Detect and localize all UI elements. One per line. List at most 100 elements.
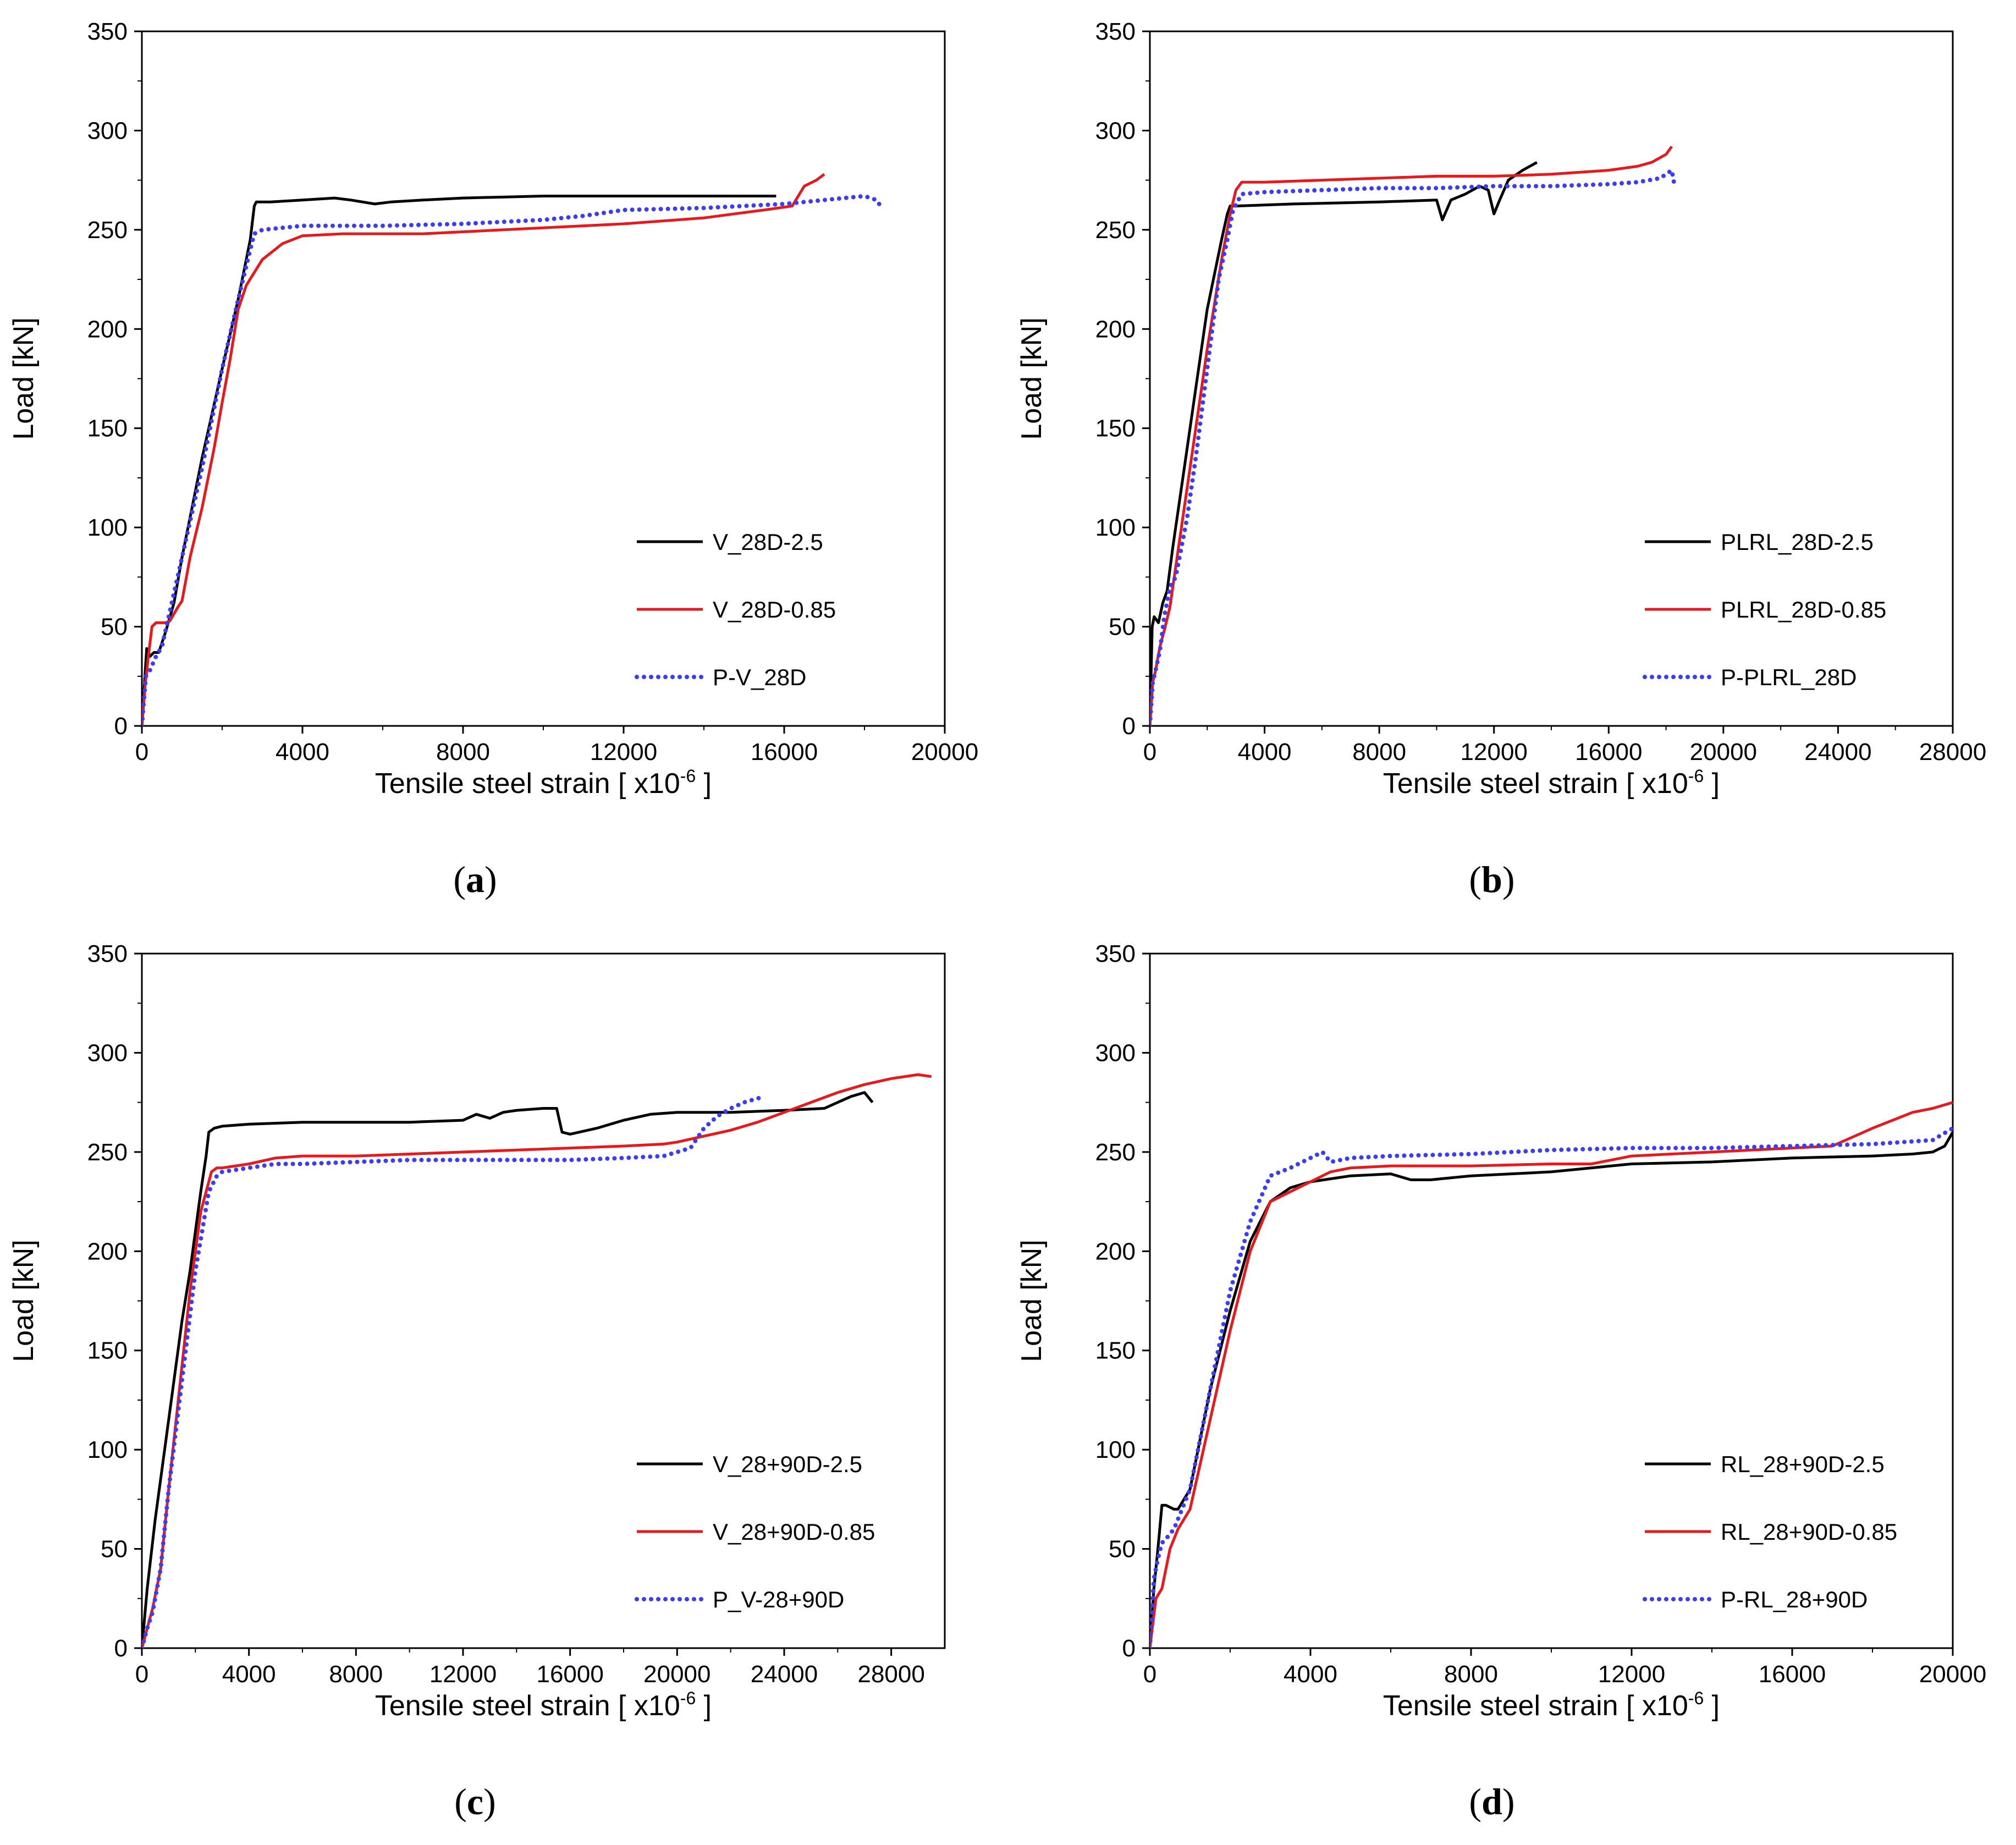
series-line-V_28+90D-2.5 <box>142 1091 874 1648</box>
legend-label: V_28+90D-2.5 <box>713 1451 862 1477</box>
y-axis-title: Load [kN] <box>1016 317 1048 440</box>
y-tick-label: 50 <box>1109 1536 1136 1563</box>
x-tick-label: 12000 <box>1461 739 1528 765</box>
chart-c: 0 4000 8000 12000 16000 20000 24000 28000 0 50 100… <box>8 940 946 1722</box>
panel-label-d: (d) <box>1469 1781 1515 1822</box>
chart-d: 0 4000 8000 12000 16000 20000 0 50 100 150 200 250 3… <box>1016 940 1986 1722</box>
y-tick-label: 200 <box>1095 1238 1136 1265</box>
x-tick-label: 4000 <box>276 739 329 765</box>
x-tick-label: 20000 <box>1690 739 1757 765</box>
x-tick-label: 28000 <box>857 1661 924 1688</box>
x-tick-label: 24000 <box>751 1661 818 1688</box>
y-axis-title: Load [kN] <box>1016 1240 1048 1362</box>
x-axis-title-end: ] <box>1704 1690 1720 1722</box>
legend-label: PLRL_28D-0.85 <box>1721 597 1886 623</box>
x-tick-label: 16000 <box>536 1661 603 1688</box>
x-tick-label: 16000 <box>1759 1661 1826 1688</box>
y-tick-label: 250 <box>87 1139 128 1166</box>
y-tick-label: 0 <box>114 1635 128 1662</box>
x-tick-label: 8000 <box>1352 739 1406 765</box>
y-tick-label: 150 <box>1095 415 1136 442</box>
legend-label: P-V_28D <box>713 664 806 690</box>
x-tick-label: 8000 <box>436 739 490 765</box>
y-tick-label: 0 <box>114 713 128 740</box>
x-axis-title-sup: -6 <box>680 1688 696 1708</box>
x-tick-label: 8000 <box>329 1661 383 1688</box>
x-tick-label: 20000 <box>1919 1661 1986 1688</box>
x-tick-label: 28000 <box>1919 739 1986 765</box>
y-tick-label: 250 <box>1095 1139 1136 1166</box>
y-tick-label: 150 <box>87 1337 128 1364</box>
x-tick-label: 0 <box>135 1661 148 1688</box>
panel-label-c: (c) <box>454 1781 496 1822</box>
x-axis-title-sup: -6 <box>1688 766 1704 786</box>
x-axis-title-main: Tensile steel strain [ x10 <box>1383 1690 1688 1722</box>
series-line-RL_28+90D-2.5 <box>1150 1131 1953 1648</box>
legend-label: P-RL_28+90D <box>1721 1587 1868 1612</box>
y-tick-label: 100 <box>1095 1436 1136 1463</box>
series-line-P-PLRL_28D <box>1150 168 1677 726</box>
chart-b: 0 4000 8000 12000 16000 20000 24000 28000 0 50 100… <box>1016 18 1986 800</box>
legend-label: RL_28+90D-0.85 <box>1721 1519 1897 1545</box>
legend-label: V_28D-2.5 <box>713 529 823 555</box>
series-line-P-V_28D <box>142 194 883 726</box>
panel-label-a: (a) <box>453 858 497 900</box>
y-axis-title: Load [kN] <box>8 317 40 440</box>
x-axis-title-main: Tensile steel strain [ x10 <box>375 1690 680 1722</box>
series-group <box>142 1073 932 1648</box>
chart-panel-a: 0 4000 8000 12000 16000 20000 0 50 100 150 200 250 3… <box>0 0 1008 922</box>
x-axis-title: Tensile steel strain [ x10-6 ] <box>375 1688 712 1722</box>
x-axis-title-end: ] <box>696 1690 712 1722</box>
chart-panel-b: 0 4000 8000 12000 16000 20000 24000 28000 0 50 100… <box>1008 0 2016 922</box>
legend-label: P_V-28+90D <box>713 1587 844 1612</box>
y-tick-label: 300 <box>87 117 128 144</box>
legend-label: P-PLRL_28D <box>1721 664 1857 690</box>
y-tick-label: 150 <box>1095 1337 1136 1364</box>
x-tick-label: 20000 <box>911 739 978 765</box>
legend-label: V_28+90D-0.85 <box>713 1519 875 1545</box>
x-axis-title-sup: -6 <box>680 766 696 786</box>
y-tick-label: 50 <box>101 614 128 641</box>
x-tick-label: 0 <box>1143 1661 1156 1688</box>
y-tick-label: 50 <box>1109 614 1136 641</box>
x-tick-label: 4000 <box>1238 739 1292 765</box>
legend-label: RL_28+90D-2.5 <box>1721 1451 1885 1477</box>
series-group <box>1150 1101 1953 1648</box>
y-tick-label: 250 <box>1095 217 1136 244</box>
chart-panel-d: 0 4000 8000 12000 16000 20000 0 50 100 150 200 250 3… <box>1008 922 2016 1844</box>
y-tick-label: 350 <box>1095 940 1136 967</box>
series-line-RL_28+90D-0.85 <box>1150 1101 1953 1648</box>
y-axis-title: Load [kN] <box>8 1240 40 1362</box>
x-axis-title: Tensile steel strain [ x10-6 ] <box>1383 766 1720 800</box>
y-tick-label: 350 <box>87 940 128 967</box>
panel-label-b: (b) <box>1469 858 1515 900</box>
x-tick-label: 0 <box>135 739 148 765</box>
chart-panel-c: 0 4000 8000 12000 16000 20000 24000 28000 0 50 100… <box>0 922 1008 1844</box>
y-tick-label: 300 <box>1095 1039 1136 1066</box>
y-tick-label: 100 <box>1095 514 1136 541</box>
x-tick-label: 16000 <box>1575 739 1642 765</box>
x-axis-title: Tensile steel strain [ x10-6 ] <box>1383 1688 1720 1722</box>
x-tick-label: 4000 <box>1284 1661 1337 1688</box>
y-tick-label: 200 <box>1095 316 1136 343</box>
x-tick-label: 4000 <box>222 1661 276 1688</box>
y-tick-label: 300 <box>87 1039 128 1066</box>
y-tick-label: 350 <box>1095 18 1136 45</box>
x-axis-title: Tensile steel strain [ x10-6 ] <box>375 766 712 800</box>
x-axis-title-main: Tensile steel strain [ x10 <box>1383 768 1688 800</box>
y-tick-label: 50 <box>101 1536 128 1563</box>
series-group <box>142 173 883 726</box>
y-tick-label: 0 <box>1122 1635 1136 1662</box>
series-line-PLRL_28D-2.5 <box>1150 161 1538 726</box>
y-tick-label: 200 <box>87 1238 128 1265</box>
legend-label: PLRL_28D-2.5 <box>1721 529 1874 555</box>
x-tick-label: 16000 <box>751 739 818 765</box>
x-tick-label: 12000 <box>590 739 657 765</box>
series-line-P-RL_28+90D <box>1150 1126 1953 1648</box>
y-tick-label: 0 <box>1122 713 1136 740</box>
y-tick-label: 250 <box>87 217 128 244</box>
series-line-V_28D-2.5 <box>142 195 776 726</box>
chart-a: 0 4000 8000 12000 16000 20000 0 50 100 150 200 250 3… <box>8 18 978 800</box>
x-tick-label: 20000 <box>643 1661 710 1688</box>
x-tick-label: 0 <box>1143 739 1156 765</box>
